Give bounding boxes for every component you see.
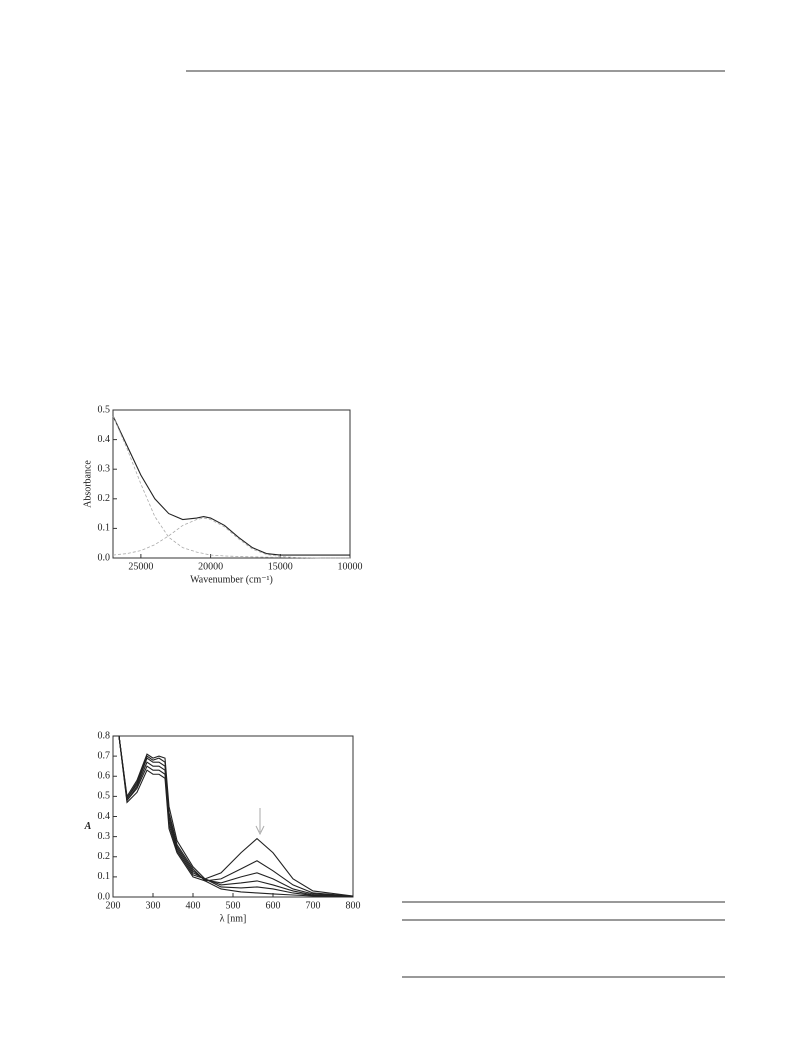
x-tick-label: 700 (306, 900, 321, 911)
x-tick-label: 600 (266, 900, 281, 911)
x-tick-label: 800 (346, 900, 361, 911)
series-line (113, 735, 354, 898)
y-tick-label: 0.5 (98, 791, 111, 802)
y-tick-label: 0.5 (98, 404, 111, 415)
series-line (113, 735, 354, 897)
x-tick-label: 400 (186, 900, 201, 911)
arrow-head (255, 825, 265, 836)
x-tick-label: 10000 (338, 561, 363, 572)
plot-frame (112, 409, 351, 559)
series-line (113, 735, 354, 897)
y-tick-label: 0.4 (98, 811, 111, 822)
y-tick-label: 0.2 (98, 851, 111, 862)
y-tick-label: 0.4 (98, 434, 111, 445)
x-axis-label: λ [nm] (220, 913, 247, 924)
y-tick-label: 0.3 (98, 463, 111, 474)
x-tick-label: 500 (226, 900, 241, 911)
x-tick-label: 20000 (198, 561, 223, 572)
y-tick-label: 0.0 (98, 552, 111, 563)
x-tick-label: 300 (146, 900, 161, 911)
y-tick-label: 0.1 (98, 871, 111, 882)
x-axis-label: Wavenumber (cm⁻¹) (190, 574, 273, 585)
y-axis-label: Absorbance (82, 460, 93, 508)
series-line (112, 415, 350, 556)
x-tick-label: 15000 (268, 561, 293, 572)
y-tick-label: 0.8 (98, 730, 111, 741)
x-tick-label: 25000 (128, 561, 153, 572)
y-tick-label: 0.7 (98, 750, 111, 761)
y-tick-label: 0.1 (98, 523, 111, 534)
y-tick-label: 0.6 (98, 771, 111, 782)
series-line (113, 735, 354, 898)
y-tick-label: 0.0 (98, 891, 111, 902)
y-axis-label: A (84, 821, 92, 832)
series-line (112, 517, 350, 559)
y-tick-label: 0.2 (98, 493, 111, 504)
y-tick-label: 0.3 (98, 831, 111, 842)
x-tick-label: 200 (106, 900, 121, 911)
series-line (112, 415, 350, 559)
